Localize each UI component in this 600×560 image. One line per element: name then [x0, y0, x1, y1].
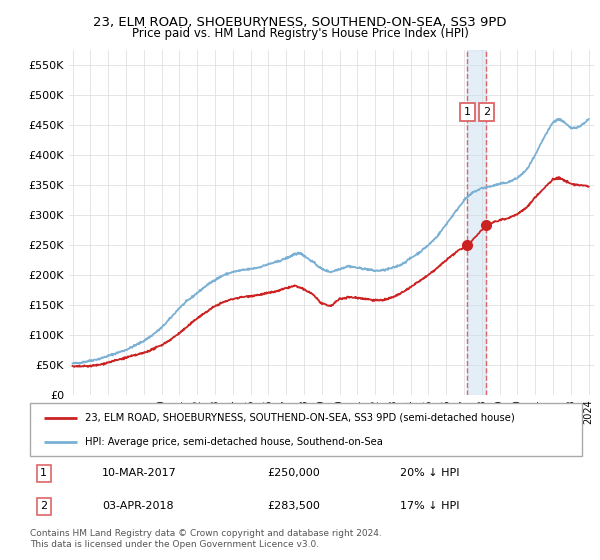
Text: Price paid vs. HM Land Registry's House Price Index (HPI): Price paid vs. HM Land Registry's House … [131, 27, 469, 40]
Text: 17% ↓ HPI: 17% ↓ HPI [400, 501, 460, 511]
Text: 2: 2 [483, 107, 490, 117]
Text: HPI: Average price, semi-detached house, Southend-on-Sea: HPI: Average price, semi-detached house,… [85, 437, 383, 447]
Text: 20% ↓ HPI: 20% ↓ HPI [400, 468, 460, 478]
Text: £283,500: £283,500 [268, 501, 320, 511]
Text: 10-MAR-2017: 10-MAR-2017 [102, 468, 176, 478]
Text: 23, ELM ROAD, SHOEBURYNESS, SOUTHEND-ON-SEA, SS3 9PD: 23, ELM ROAD, SHOEBURYNESS, SOUTHEND-ON-… [93, 16, 507, 29]
FancyBboxPatch shape [30, 403, 582, 456]
Bar [467, 50, 487, 395]
Text: 2: 2 [40, 501, 47, 511]
Text: £250,000: £250,000 [268, 468, 320, 478]
Text: Contains HM Land Registry data © Crown copyright and database right 2024.
This d: Contains HM Land Registry data © Crown c… [30, 529, 382, 549]
Text: 1: 1 [464, 107, 471, 117]
Text: 03-APR-2018: 03-APR-2018 [102, 501, 173, 511]
Text: 23, ELM ROAD, SHOEBURYNESS, SOUTHEND-ON-SEA, SS3 9PD (semi-detached house): 23, ELM ROAD, SHOEBURYNESS, SOUTHEND-ON-… [85, 413, 515, 423]
Text: 1: 1 [40, 468, 47, 478]
